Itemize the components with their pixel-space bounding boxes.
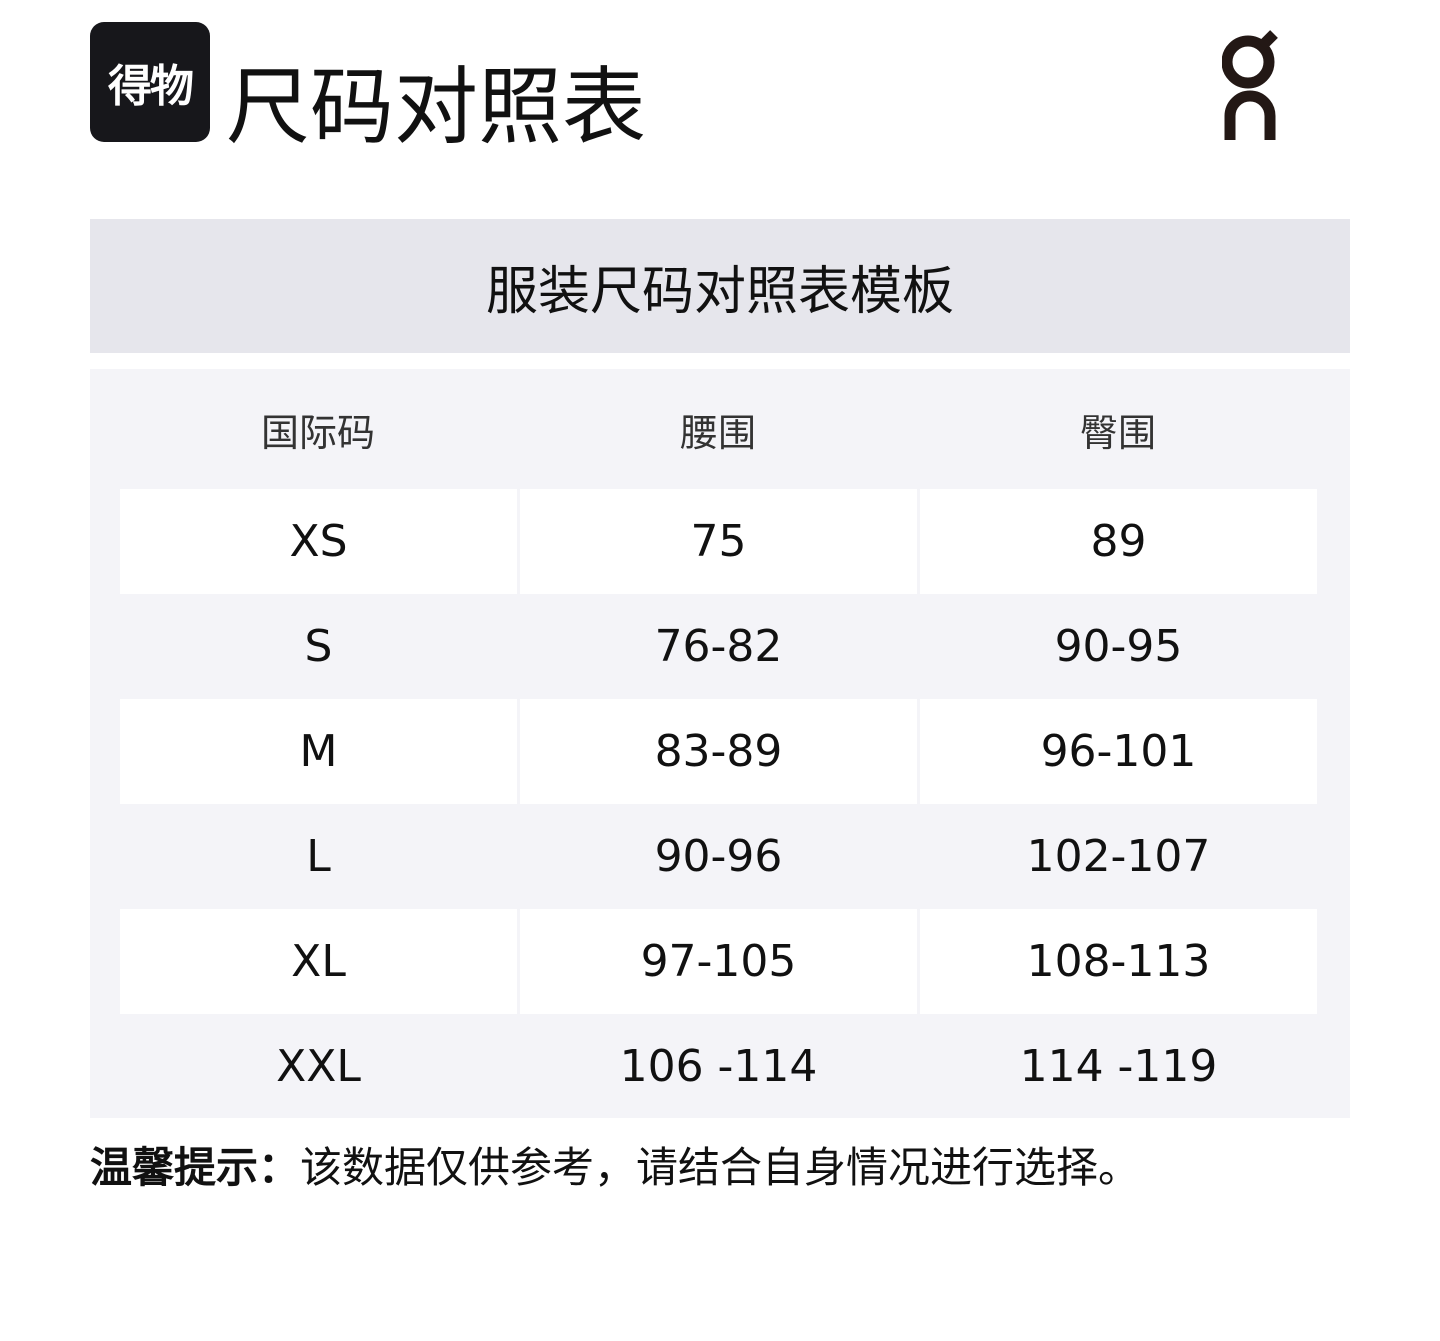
table-cell: 106 -114 bbox=[619, 1041, 818, 1092]
logo-text: 得物 bbox=[108, 61, 194, 112]
table-cell: XXL bbox=[276, 1041, 361, 1092]
table-cell: 108-113 bbox=[920, 909, 1317, 1014]
dewu-logo: 得物 bbox=[90, 22, 210, 142]
table-cell: 97-105 bbox=[520, 909, 917, 1014]
table-row: XS 75 89 bbox=[120, 489, 1318, 594]
header-hip: 臀围 bbox=[1079, 410, 1156, 455]
size-table: 国际码 腰围 臀围 XS 75 89 S 76-82 90-95 M 83-89 96-101 L… bbox=[90, 369, 1350, 1118]
table-cell: 90-96 bbox=[654, 831, 783, 882]
page-title: 尺码对照表 bbox=[226, 58, 647, 156]
table-cell: 114 -119 bbox=[1019, 1041, 1218, 1092]
table-cell: 89 bbox=[920, 489, 1317, 594]
table-row: XXL 106 -114 114 -119 bbox=[120, 1014, 1318, 1119]
tip-label: 温馨提示： bbox=[90, 1143, 301, 1192]
table-row: XL 97-105 108-113 bbox=[120, 909, 1318, 1014]
table-cell: 76-82 bbox=[654, 621, 783, 672]
table-cell: 102-107 bbox=[1026, 831, 1211, 882]
table-title: 服装尺码对照表模板 bbox=[90, 219, 1350, 353]
table-row: S 76-82 90-95 bbox=[120, 594, 1318, 699]
table-cell: L bbox=[306, 831, 331, 882]
on-brand-logo-icon bbox=[1222, 30, 1278, 140]
table-cell: M bbox=[120, 699, 517, 804]
table-cell: XS bbox=[120, 489, 517, 594]
table-cell: S bbox=[304, 621, 333, 672]
header-size: 国际码 bbox=[260, 410, 375, 455]
table-cell: 75 bbox=[520, 489, 917, 594]
table-cell: XL bbox=[120, 909, 517, 1014]
tip-note: 温馨提示：该数据仅供参考，请结合自身情况进行选择。 bbox=[90, 1140, 1140, 1196]
table-row: L 90-96 102-107 bbox=[120, 804, 1318, 909]
table-cell: 96-101 bbox=[920, 699, 1317, 804]
tip-text: 该数据仅供参考，请结合自身情况进行选择。 bbox=[300, 1143, 1141, 1192]
table-row: M 83-89 96-101 bbox=[120, 699, 1318, 804]
table-cell: 83-89 bbox=[520, 699, 917, 804]
table-cell: 90-95 bbox=[1054, 621, 1183, 672]
header-waist: 腰围 bbox=[679, 410, 756, 455]
